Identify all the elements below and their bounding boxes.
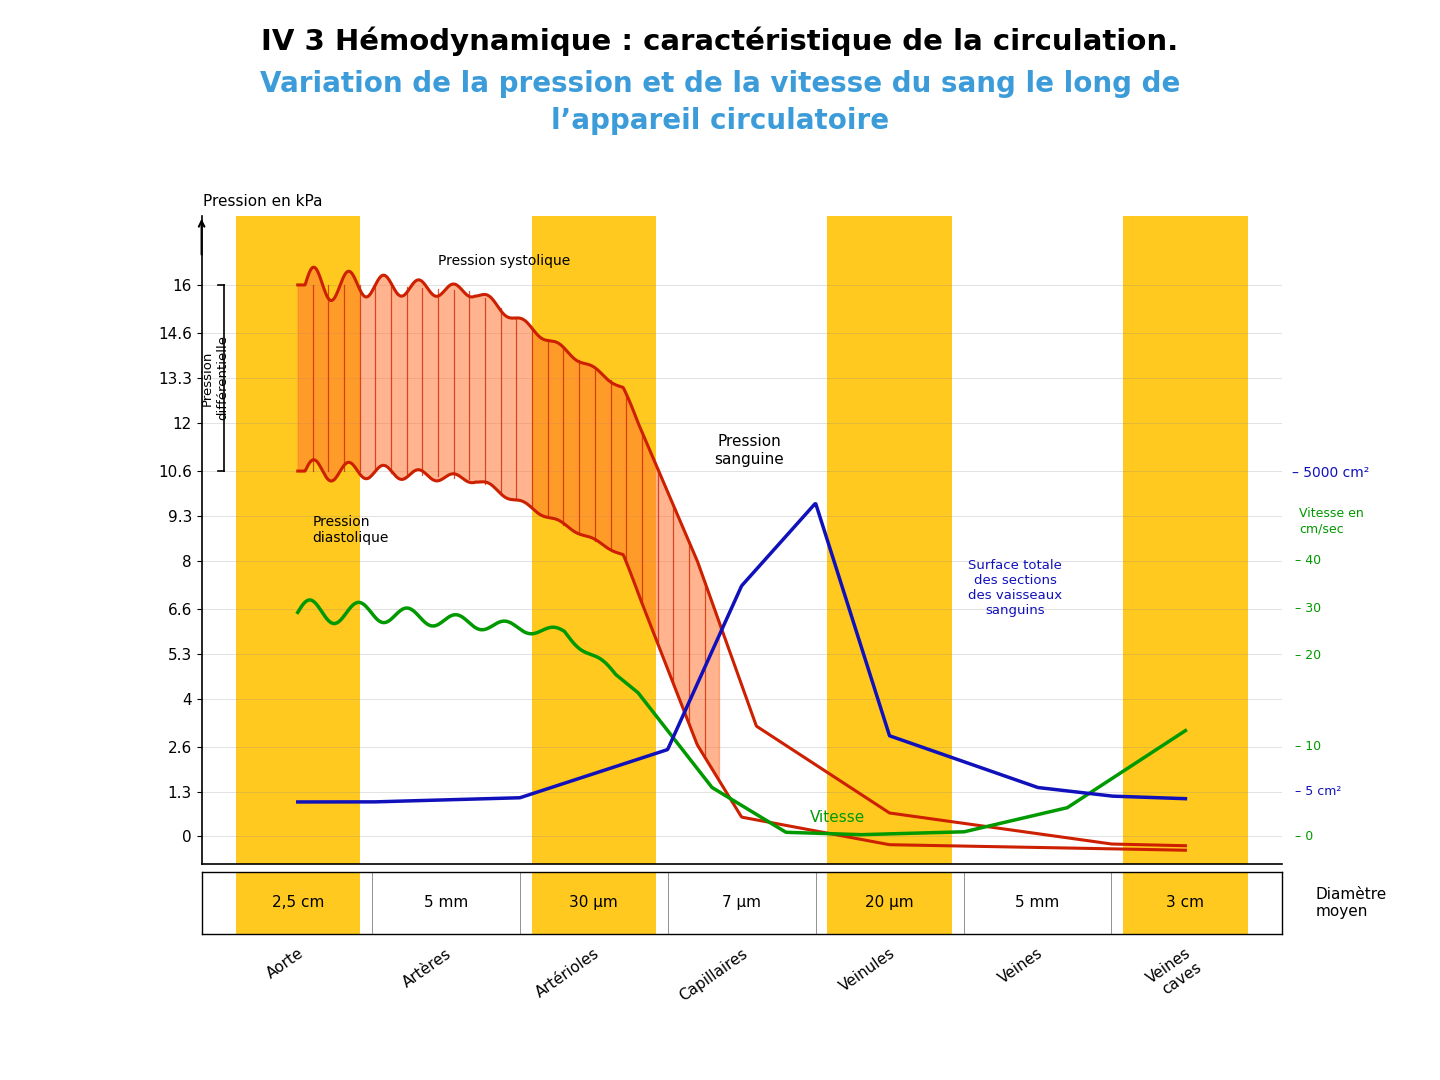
Text: Pression en kPa: Pression en kPa — [203, 194, 323, 210]
Text: Veinules: Veinules — [837, 946, 899, 995]
Text: IV 3 Hémodynamique : caractéristique de la circulation.: IV 3 Hémodynamique : caractéristique de … — [262, 27, 1178, 56]
Bar — [531, 872, 655, 934]
Text: – 30: – 30 — [1295, 603, 1320, 616]
Text: Artérioles: Artérioles — [533, 946, 602, 1000]
Text: Pression
sanguine: Pression sanguine — [714, 434, 783, 467]
Text: Variation de la pression et de la vitesse du sang le long de
l’appareil circulat: Variation de la pression et de la vitess… — [259, 70, 1181, 135]
Bar — [1123, 216, 1247, 864]
Text: – 5000 cm²: – 5000 cm² — [1292, 465, 1369, 480]
Text: – 10: – 10 — [1295, 740, 1320, 754]
Bar — [1123, 872, 1247, 934]
Text: – 0: – 0 — [1295, 829, 1313, 842]
Text: – 20: – 20 — [1295, 649, 1320, 662]
Text: Capillaires: Capillaires — [677, 946, 750, 1003]
Text: 30 μm: 30 μm — [569, 895, 618, 910]
Text: Artères: Artères — [400, 946, 454, 990]
Bar — [236, 216, 360, 864]
Text: Pression
diastolique: Pression diastolique — [312, 514, 389, 544]
Text: 20 μm: 20 μm — [865, 895, 914, 910]
Bar — [531, 216, 655, 864]
Text: 3 cm: 3 cm — [1166, 895, 1204, 910]
Bar — [828, 872, 952, 934]
Text: Veines: Veines — [996, 946, 1045, 987]
Text: 2,5 cm: 2,5 cm — [272, 895, 324, 910]
Text: Aorte: Aorte — [264, 946, 307, 982]
Text: Surface totale
des sections
des vaisseaux
sanguins: Surface totale des sections des vaisseau… — [968, 559, 1063, 618]
Text: Pression
différentielle: Pression différentielle — [202, 336, 229, 420]
Text: Diamètre
moyen: Diamètre moyen — [1316, 887, 1387, 919]
Text: – 5 cm²: – 5 cm² — [1295, 785, 1341, 798]
Text: Vitesse en
cm/sec: Vitesse en cm/sec — [1299, 507, 1364, 535]
Text: Veines
caves: Veines caves — [1145, 946, 1204, 1001]
Bar — [828, 216, 952, 864]
Text: 5 mm: 5 mm — [1015, 895, 1060, 910]
Text: 5 mm: 5 mm — [423, 895, 468, 910]
Text: 7 μm: 7 μm — [721, 895, 762, 910]
Bar — [236, 872, 360, 934]
Text: Pression systolique: Pression systolique — [438, 254, 570, 268]
Text: – 40: – 40 — [1295, 554, 1320, 567]
Text: Vitesse: Vitesse — [811, 810, 865, 825]
